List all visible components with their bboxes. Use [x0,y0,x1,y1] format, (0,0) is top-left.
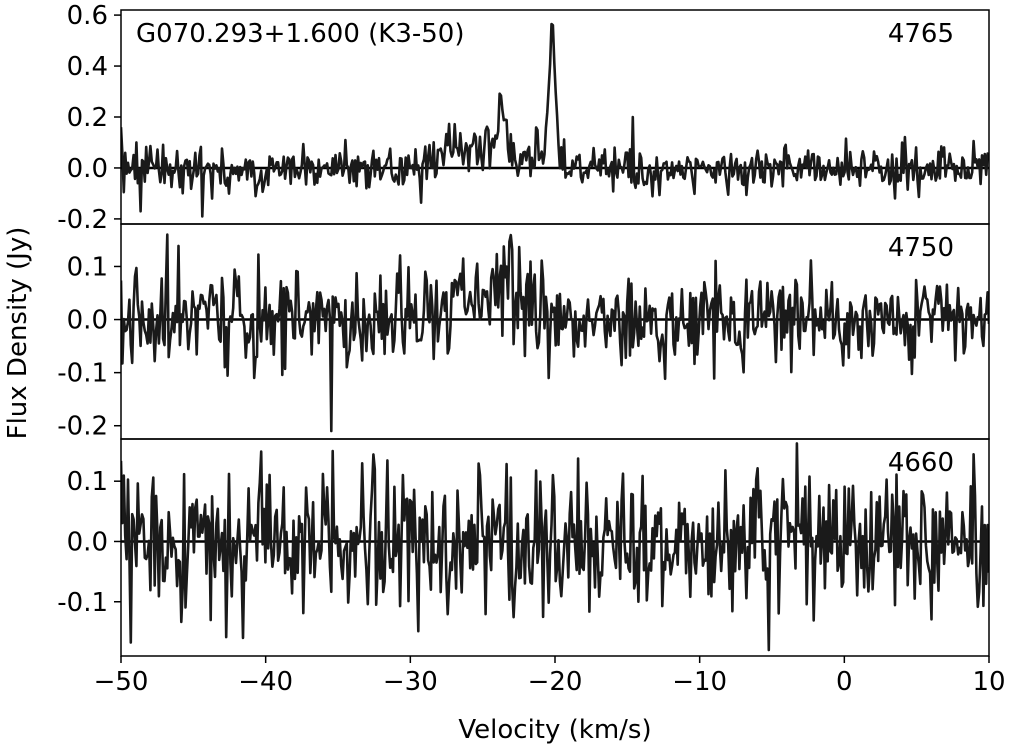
y-tick-label: 0.6 [67,1,108,31]
y-tick-label: 0.4 [67,52,108,82]
spectrum-line-4660 [121,442,989,652]
spectrum-line-4765 [121,22,989,218]
panel-label: 4750 [888,233,954,263]
y-tick-label: -0.1 [57,359,108,389]
y-tick-label: 0.0 [67,306,108,336]
y-tick-label: 0.2 [67,103,108,133]
x-tick-label: 0 [836,667,853,697]
chart-title: G070.293+1.600 (K3-50) [136,19,465,49]
x-axis-label: Velocity (km/s) [458,715,651,745]
panel-label: 4765 [888,19,954,49]
y-tick-label: 0.1 [67,467,108,497]
panel-4660: -0.1 0.0 0.1 4660 [57,438,990,657]
x-tick-label: −10 [672,667,727,697]
panel-label: 4660 [888,448,954,478]
y-tick-label: -0.2 [57,205,108,235]
panel-4750: -0.2 -0.1 0.0 0.1 4750 [57,223,990,442]
panel-4765: -0.2 0.0 0.2 0.4 0.6 4765 [57,1,990,235]
x-tick-label: −30 [383,667,438,697]
x-tick-label: −50 [94,667,149,697]
x-tick-label: −20 [528,667,583,697]
x-tick-label: −40 [238,667,293,697]
y-tick-label: 0.1 [67,252,108,282]
y-tick-label: 0.0 [67,154,108,184]
spectrum-line-4750 [121,233,989,433]
y-axis-label: Flux Density (Jy) [3,227,33,440]
y-tick-label: -0.1 [57,588,108,618]
x-tick-label: 10 [972,667,1005,697]
y-tick-label: 0.0 [67,527,108,557]
y-tick-label: -0.2 [57,412,108,442]
